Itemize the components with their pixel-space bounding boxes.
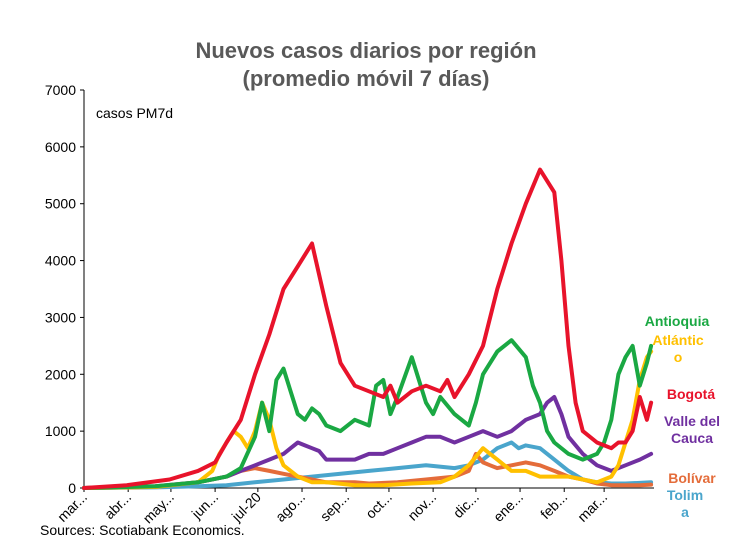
series-line-bogot- bbox=[82, 167, 654, 490]
x-tick-label: jul-20 bbox=[228, 489, 264, 525]
series-label-atl-ntico: Atlántic o bbox=[652, 332, 704, 365]
series-label-bol-var: Bolívar bbox=[668, 470, 716, 486]
y-tick-label: 5000 bbox=[45, 196, 76, 212]
series-layer bbox=[82, 167, 654, 490]
x-tick-label: abr... bbox=[101, 489, 134, 522]
x-tick-label: ago... bbox=[272, 489, 308, 525]
series-line-antioquia bbox=[82, 338, 654, 490]
x-tick-label: oct... bbox=[362, 489, 395, 522]
source-note: Sources: Scotiabank Economics. bbox=[40, 522, 245, 538]
chart-title: Nuevos casos diarios por región bbox=[195, 38, 537, 63]
x-tick-label: sep... bbox=[317, 489, 353, 525]
x-tick-label: nov... bbox=[404, 489, 439, 524]
series-label-tolima: Tolim a bbox=[666, 487, 704, 520]
y-tick-label: 7000 bbox=[45, 82, 76, 98]
x-tick-label: may... bbox=[140, 489, 178, 527]
x-tick-label: mar... bbox=[574, 489, 610, 525]
x-tick-label: ene... bbox=[490, 489, 526, 525]
series-label-bogot-: Bogotá bbox=[666, 386, 716, 402]
y-tick-label: 6000 bbox=[45, 139, 76, 155]
y-tick-label: 3000 bbox=[45, 309, 76, 325]
x-tick-label: mar... bbox=[54, 489, 90, 525]
y-tick-label: 1000 bbox=[45, 423, 76, 439]
chart-subtitle: (promedio móvil 7 días) bbox=[242, 66, 490, 91]
y-tick-label: 0 bbox=[68, 480, 76, 496]
series-line-valle-del-cauca bbox=[82, 395, 654, 490]
series-label-valle-del-cauca: Valle del Cauca bbox=[663, 413, 721, 446]
x-tick-label: dic... bbox=[450, 489, 482, 521]
y-tick-label: 2000 bbox=[45, 366, 76, 382]
series-label-antioquia: Antioquia bbox=[644, 313, 710, 329]
series-line-atl-ntico bbox=[82, 349, 654, 490]
x-tick-label: jun... bbox=[188, 489, 221, 522]
y-unit-label: casos PM7d bbox=[96, 105, 174, 121]
x-tick-label: feb... bbox=[537, 489, 570, 522]
y-tick-label: 4000 bbox=[45, 253, 76, 269]
